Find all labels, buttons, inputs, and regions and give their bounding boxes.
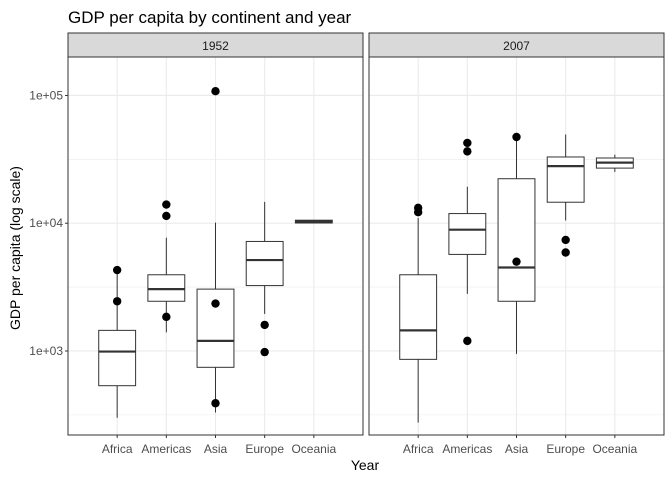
box-1952-oceania xyxy=(294,219,333,224)
box-2007-africa xyxy=(399,203,438,423)
box-2007-oceania xyxy=(595,154,634,172)
box-1952-asia xyxy=(196,86,235,413)
x-tick-label: Europe xyxy=(546,442,585,456)
facet-strip-label: 1952 xyxy=(202,39,229,53)
y-tick-label: 1e+04 xyxy=(29,216,63,230)
box-1952-africa xyxy=(98,265,137,418)
box-iqr xyxy=(497,178,536,302)
x-tick-label: Africa xyxy=(403,442,434,456)
box-1952-americas xyxy=(147,200,186,333)
x-tick-label: Asia xyxy=(204,442,228,456)
box-iqr xyxy=(98,329,137,387)
outlier-point xyxy=(512,132,521,142)
box-2007-europe xyxy=(546,134,585,257)
outlier-point xyxy=(112,297,122,306)
box-iqr xyxy=(448,213,487,255)
outlier-point xyxy=(211,86,220,96)
outlier-point xyxy=(211,299,220,308)
x-tick-label: Oceania xyxy=(592,442,637,456)
chart-title: GDP per capita by continent and year xyxy=(68,8,352,27)
outlier-point xyxy=(463,147,472,156)
outlier-point xyxy=(512,257,521,266)
outlier-point xyxy=(211,399,220,408)
panel-1952: 1952 Africa Americas Asia Europe Oceania xyxy=(67,32,364,456)
outlier-point xyxy=(112,265,122,275)
x-tick-label: Europe xyxy=(245,442,284,456)
x-tick-label: Americas xyxy=(141,442,191,456)
x-tick-label: Oceania xyxy=(291,442,336,456)
box-2007-americas xyxy=(448,138,487,346)
outlier-point xyxy=(162,200,171,209)
box-iqr xyxy=(546,156,585,203)
facet-strip-label: 2007 xyxy=(503,39,530,53)
outlier-point xyxy=(413,207,423,217)
outlier-point xyxy=(463,138,472,148)
box-iqr xyxy=(399,274,438,360)
box-iqr xyxy=(245,240,284,287)
x-tick-label: Asia xyxy=(505,442,529,456)
y-tick-label: 1e+05 xyxy=(29,88,63,102)
outlier-point xyxy=(162,312,171,322)
box-1952-europe xyxy=(245,201,284,357)
outlier-point xyxy=(162,211,171,221)
y-tick-label: 1e+03 xyxy=(29,344,63,358)
outlier-point xyxy=(561,248,570,257)
outlier-point xyxy=(561,235,570,245)
outlier-point xyxy=(260,320,269,330)
x-tick-label: Africa xyxy=(102,442,133,456)
facet-strip xyxy=(368,32,665,58)
facet-strip xyxy=(67,32,364,58)
outlier-point xyxy=(260,347,269,357)
y-axis-title: GDP per capita (log scale) xyxy=(7,166,23,330)
box-2007-asia xyxy=(497,132,536,354)
panels-group: 1952 Africa Americas Asia Europe Oceania 2007 A… xyxy=(67,32,665,456)
x-tick-label: Americas xyxy=(442,442,492,456)
outlier-point xyxy=(463,336,472,346)
y-axis: 1e+03 1e+04 1e+05 xyxy=(29,88,68,358)
panel-2007: 2007 Africa Americas Asia Europe Oceania xyxy=(368,32,665,456)
x-axis-title: Year xyxy=(351,457,380,473)
